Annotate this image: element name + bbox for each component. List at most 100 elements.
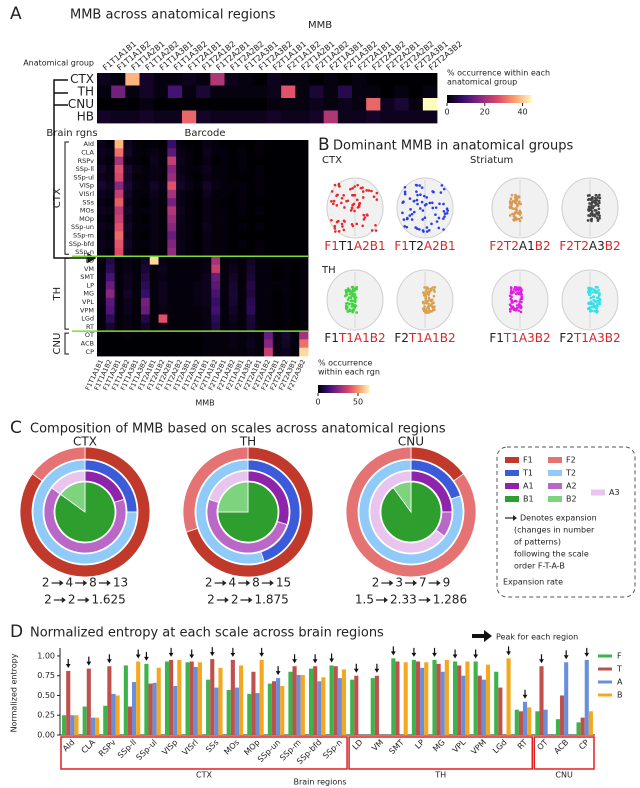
projection-dot <box>518 219 522 223</box>
heat-cell <box>176 206 186 216</box>
projection-dot <box>597 292 600 295</box>
heat-cell <box>255 214 265 224</box>
sequence-value: 2.33 <box>390 593 417 607</box>
bar <box>564 662 569 735</box>
heat-cell <box>408 73 424 86</box>
projection-dot <box>403 185 407 189</box>
heat-cell <box>290 347 300 357</box>
heat-cell <box>149 314 159 324</box>
projection-dot <box>332 199 336 203</box>
heat-cell <box>149 231 159 241</box>
projection-dot <box>591 291 594 294</box>
heat-cell <box>105 322 115 332</box>
projection-dot <box>520 297 524 301</box>
bar <box>296 674 301 735</box>
colorbar <box>318 385 370 393</box>
projection-dot <box>513 211 517 215</box>
sunburst-title: TH <box>239 435 256 449</box>
row-label: VPL <box>82 298 94 306</box>
heat-cell <box>211 156 221 166</box>
group-bracket <box>64 332 69 355</box>
heat-cell <box>132 297 142 307</box>
projection-dot <box>408 214 412 217</box>
heat-cell <box>123 347 133 357</box>
heat-cell <box>290 281 300 290</box>
projection-dot <box>591 200 594 203</box>
peak-arrow <box>353 663 359 673</box>
x-tick-label: LGd <box>491 738 508 755</box>
x-tick-label: CP <box>577 738 591 752</box>
heat-cell <box>167 281 177 290</box>
heat-cell <box>272 297 283 307</box>
heat-cell <box>202 339 212 349</box>
sequence-value: 13 <box>113 576 128 590</box>
row-label: CNU <box>68 97 94 111</box>
heat-cell <box>299 272 309 282</box>
projection-dot <box>422 230 425 233</box>
projection-dot <box>598 302 602 306</box>
heat-cell <box>140 173 151 182</box>
projection-dot <box>445 211 449 215</box>
heat-cell <box>255 140 265 149</box>
heat-cell <box>211 223 221 232</box>
bar <box>350 679 355 735</box>
panel-letter: B <box>318 135 330 155</box>
projection-dot <box>598 193 601 197</box>
projection-dot <box>593 309 596 313</box>
projection-dot <box>597 211 600 214</box>
projection-dot <box>443 212 447 216</box>
heat-cell <box>220 148 230 158</box>
peak-arrow <box>411 647 417 657</box>
heat-cell <box>202 156 212 166</box>
heat-cell <box>167 289 177 299</box>
projection-dot <box>435 220 439 223</box>
y-tick-label: 0.00 <box>37 731 55 740</box>
heat-cell <box>252 85 268 99</box>
heat-cell <box>246 189 256 199</box>
projection-dot <box>587 209 591 212</box>
projection-dot <box>510 292 514 295</box>
heat-cell <box>408 98 424 111</box>
heat-cell <box>123 339 133 349</box>
heat-cell <box>220 181 230 191</box>
heat-cell <box>123 281 133 290</box>
heat-cell <box>281 331 291 340</box>
heat-cell <box>167 181 177 191</box>
heat-cell <box>281 148 291 158</box>
heat-cell <box>158 206 168 216</box>
sequence-value: 9 <box>443 576 451 590</box>
heat-cell <box>202 189 212 199</box>
heat-cell <box>97 189 107 199</box>
projection-dot <box>427 296 431 299</box>
heat-cell <box>167 173 177 182</box>
projection-dot <box>352 194 355 197</box>
heat-cell <box>167 206 177 216</box>
bar <box>247 693 252 735</box>
projection-dot <box>430 222 433 226</box>
projection-dot <box>509 206 512 210</box>
heat-cell <box>184 347 195 357</box>
heat-cell <box>281 347 291 357</box>
heat-cell <box>202 297 212 307</box>
bar <box>271 681 277 735</box>
heat-cell <box>255 306 265 315</box>
heat-cell <box>105 189 115 199</box>
heat-cell <box>97 339 107 349</box>
heat-cell <box>149 248 159 257</box>
heat-cell <box>220 239 230 249</box>
heat-cell <box>176 164 186 174</box>
peak-arrow <box>432 647 437 657</box>
heat-cell <box>176 281 186 290</box>
projection-dot <box>516 204 519 208</box>
bar <box>74 715 79 735</box>
heat-cell <box>366 98 381 111</box>
heat-cell <box>237 264 247 274</box>
heat-cell <box>202 181 212 191</box>
projection-dot <box>333 183 337 187</box>
projection-dot <box>342 228 346 232</box>
projection-dot <box>517 302 521 306</box>
heat-cell <box>149 148 159 158</box>
heat-cell <box>184 306 195 315</box>
projection-dot <box>509 289 513 293</box>
mmb-label-part: F2T2 <box>559 239 589 253</box>
